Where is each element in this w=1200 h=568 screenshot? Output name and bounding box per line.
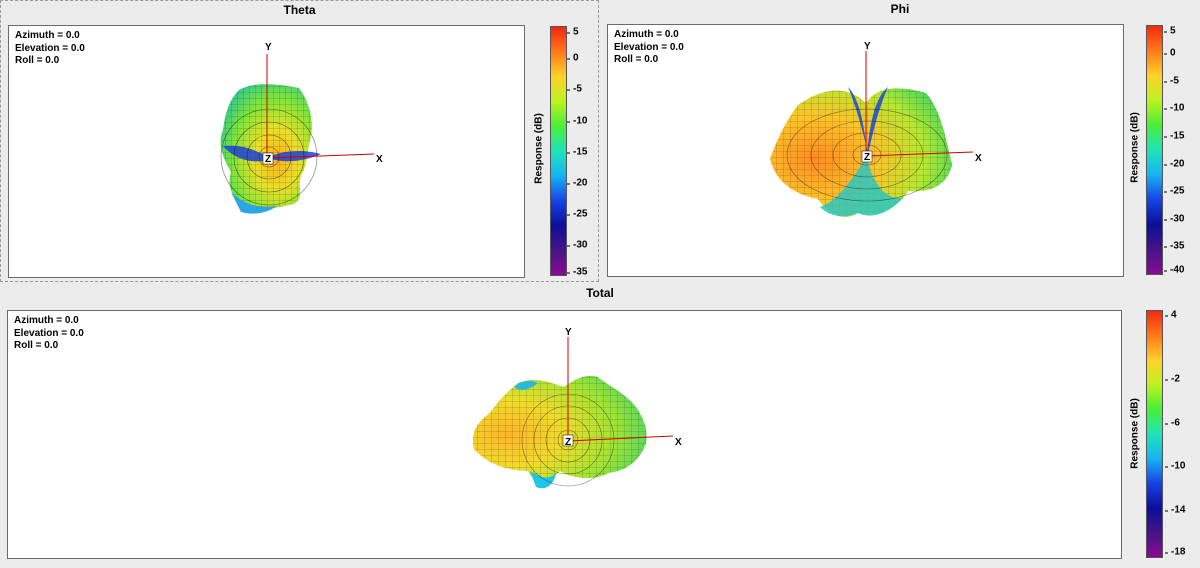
phi-orientation-info: Azimuth = 0.0 Elevation = 0.0 Roll = 0.0 [614,29,684,67]
theta-tick: -35 [566,266,588,278]
elevation-readout: Elevation = 0.0 [14,327,84,339]
phi-3d-plot[interactable]: Azimuth = 0.0 Elevation = 0.0 Roll = 0.0 [607,24,1124,277]
roll-readout: Roll = 0.0 [15,55,60,66]
total-panel[interactable]: Total Azimuth = 0.0 Elevation = 0.0 Roll… [0,284,1200,568]
azimuth-readout: Azimuth = 0.0 [614,29,679,40]
theta-tick: 5 [567,26,579,38]
theta-tick: -10 [566,115,588,127]
phi-tick: -15 [1163,130,1185,142]
total-axes: Y X Z [562,327,682,448]
theta-title: Theta [283,3,316,17]
total-x-axis-label: X [675,437,682,448]
theta-tick: -15 [566,146,588,158]
total-tick: -6 [1165,417,1180,429]
total-pattern-surface[interactable]: Y X Z [8,311,1122,559]
theta-panel[interactable]: Theta Azimuth = 0.0 Elevation = 0.0 Roll… [0,0,599,282]
total-z-axis-label: Z [565,437,571,448]
phi-tick: -40 [1163,264,1185,276]
theta-z-axis-label: Z [265,154,271,165]
total-colorbar [1146,310,1163,558]
phi-x-axis-label: X [975,153,982,164]
theta-surface-body [220,84,321,214]
theta-tick: -30 [566,239,588,251]
theta-y-axis-label: Y [265,42,272,53]
phi-colorbar-title: Response (dB) [1129,112,1141,183]
total-orientation-info: Azimuth = 0.0 Elevation = 0.0 Roll = 0.0 [14,315,84,353]
phi-tick: -35 [1163,240,1185,252]
total-tick: -18 [1164,546,1186,558]
phi-tick: -30 [1163,213,1185,225]
theta-axes: Y X Z [262,42,383,165]
theta-tick: 0 [567,52,579,64]
azimuth-readout: Azimuth = 0.0 [15,30,80,41]
total-title: Total [586,286,614,300]
elevation-readout: Elevation = 0.0 [614,41,684,53]
theta-pattern-surface[interactable]: Y X Z [9,26,525,278]
theta-x-axis-label: X [376,154,383,165]
roll-readout: Roll = 0.0 [614,54,659,65]
theta-colorbar [550,26,567,276]
phi-panel[interactable]: Phi Azimuth = 0.0 Elevation = 0.0 Roll =… [600,0,1200,282]
total-tick: 4 [1165,309,1177,321]
total-tick: -2 [1165,373,1180,385]
phi-surface-body [770,87,952,217]
theta-tick: -5 [567,83,582,95]
theta-colorbar-title: Response (dB) [533,113,545,184]
total-3d-plot[interactable]: Azimuth = 0.0 Elevation = 0.0 Roll = 0.0 [7,310,1122,559]
phi-tick: -20 [1163,158,1185,170]
phi-z-axis-label: Z [864,152,870,163]
phi-tick: 0 [1164,47,1176,59]
roll-readout: Roll = 0.0 [14,340,59,351]
phi-tick: -10 [1163,102,1185,114]
theta-orientation-info: Azimuth = 0.0 Elevation = 0.0 Roll = 0.0 [15,30,85,68]
phi-y-axis-label: Y [864,41,871,52]
theta-3d-plot[interactable]: Azimuth = 0.0 Elevation = 0.0 Roll = 0.0 [8,25,525,278]
azimuth-readout: Azimuth = 0.0 [14,315,79,326]
total-y-axis-label: Y [565,327,572,338]
phi-tick: -5 [1164,75,1179,87]
phi-colorbar [1146,25,1163,275]
total-surface-body [472,375,647,489]
theta-tick: -20 [566,177,588,189]
theta-tick: -25 [566,208,588,220]
phi-tick: 5 [1164,25,1176,37]
total-colorbar-title: Response (dB) [1129,398,1141,469]
elevation-readout: Elevation = 0.0 [15,42,85,54]
phi-title: Phi [890,2,910,16]
total-tick: -10 [1164,460,1186,472]
total-tick: -14 [1164,504,1186,516]
phi-axes: Y X Z [861,41,982,164]
phi-tick: -25 [1163,185,1185,197]
phi-pattern-surface[interactable]: Y X Z [608,25,1124,277]
